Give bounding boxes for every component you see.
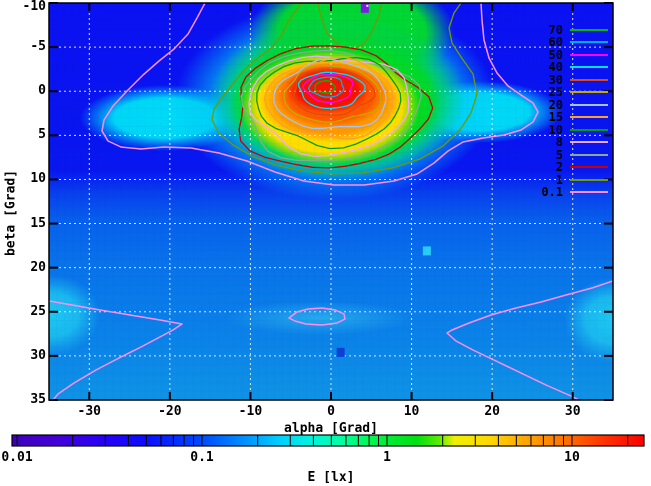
legend-line-50: [570, 53, 608, 56]
y-tick-label: 15: [30, 215, 46, 231]
legend-label-25: 25: [548, 85, 563, 100]
x-tick-label: -10: [238, 404, 263, 419]
legend-label-15: 15: [548, 110, 563, 125]
legend-label-5: 5: [555, 147, 563, 162]
y-tick-label: 25: [30, 303, 46, 319]
legend-line-15: [570, 116, 608, 119]
y-tick-label: 10: [30, 171, 46, 187]
contour-01lx-island: [288, 307, 346, 326]
contour-70lx: [314, 80, 336, 94]
anomaly-cells: [336, 3, 431, 357]
y-tick-label: 20: [30, 259, 46, 275]
legend-label-1: 1: [555, 172, 563, 187]
contour-30lx: [293, 68, 376, 116]
contour-1lx-outline: [211, 3, 478, 175]
contour-01lx-main: [101, 3, 539, 186]
plot-border: [48, 2, 614, 401]
legend-label-10: 10: [548, 122, 563, 137]
legend-label-20: 20: [548, 97, 563, 112]
contour-8lx: [248, 55, 410, 158]
legend-line-30: [570, 78, 608, 81]
legend-line-8: [570, 141, 608, 144]
x-tick-label: -30: [77, 404, 102, 419]
legend-label-70: 70: [548, 23, 563, 37]
x-tick-label: 0: [327, 404, 335, 419]
contour-20lx: [273, 58, 387, 130]
colorbar-label-0.01: 0.01: [1, 450, 33, 465]
legend-line-10: [570, 128, 608, 131]
legend-line-1: [570, 178, 608, 181]
contour-25lx: [283, 64, 382, 123]
x-tick-label: 10: [403, 404, 420, 419]
anomaly-cell-1: [422, 246, 431, 256]
contour-50lx: [302, 73, 354, 104]
colorbar-label-10: 10: [564, 450, 580, 465]
legend-label-2: 2: [555, 160, 563, 175]
legend-line-60: [570, 41, 608, 44]
legend-line-20: [570, 103, 608, 106]
contour-1lx-spike: [317, 3, 383, 51]
legend-line-40: [570, 66, 608, 69]
y-tick-label: 0: [38, 83, 46, 99]
y-tick-label: 30: [30, 347, 46, 363]
colorbar-gradient: [12, 435, 644, 446]
x-tick-label: 20: [484, 404, 500, 419]
contour-10lx: [256, 56, 402, 150]
y-tick-label: 35: [30, 392, 46, 407]
legend-label-50: 50: [548, 47, 563, 62]
legend-line-70: [570, 29, 608, 31]
anomaly-cell-0: [360, 3, 369, 13]
colorbar-ticks: [16, 435, 629, 446]
contour-lines: [49, 3, 613, 400]
contour-2lx: [238, 45, 434, 169]
x-tick-label: 30: [564, 404, 581, 419]
y-tick-label: 5: [38, 127, 46, 143]
y-tick-label: -5: [30, 39, 46, 55]
anomaly-cell-2: [336, 347, 345, 357]
legend-line-25: [570, 91, 608, 94]
y-axis-title: beta [Grad]: [3, 169, 19, 257]
legend-label-40: 40: [548, 60, 563, 75]
legend-line-2: [570, 166, 608, 169]
contour-01lx-wedge-right: [446, 280, 613, 400]
legend-line-5: [570, 153, 608, 156]
colorbar: [11, 434, 645, 447]
legend-label-8: 8: [555, 135, 563, 150]
colorbar-label-0.1: 0.1: [190, 450, 214, 465]
grid: [49, 3, 613, 400]
colorbar-border: [11, 434, 645, 447]
y-tick-label: -10: [22, 0, 46, 14]
contour-60lx: [308, 76, 345, 98]
colorbar-title: E [lx]: [307, 470, 355, 485]
legend-label-60: 60: [548, 35, 563, 50]
colorbar-label-1: 1: [383, 450, 391, 465]
contour-01lx-wedge-left: [49, 300, 183, 400]
contour-40lx: [297, 71, 366, 110]
legend-line-0.1: [570, 191, 608, 193]
x-axis-title: alpha [Grad]: [284, 421, 378, 436]
legend-label-0.1: 0.1: [541, 185, 563, 199]
contour-15lx: [263, 56, 394, 140]
x-tick-label: -20: [158, 404, 182, 419]
legend-label-30: 30: [548, 72, 563, 87]
